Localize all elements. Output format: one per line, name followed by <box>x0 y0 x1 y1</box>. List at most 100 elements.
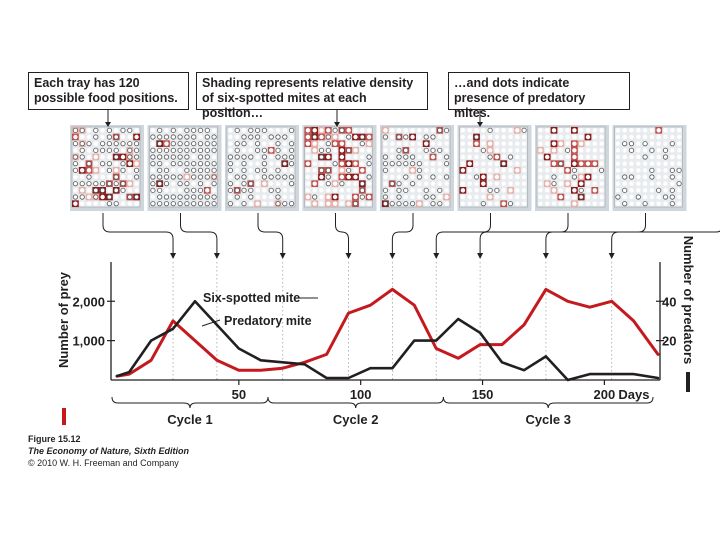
food-position <box>467 154 472 160</box>
food-position <box>474 168 479 173</box>
predator-dot <box>106 141 113 147</box>
food-position <box>474 128 479 133</box>
food-position <box>592 201 597 206</box>
predator-dot <box>211 147 217 153</box>
food-position <box>545 181 550 186</box>
annotation-six-spotted-mite: Six-spotted mite <box>203 291 300 305</box>
predator-dot <box>558 161 564 167</box>
predator-dot <box>72 161 79 167</box>
predator-dot <box>487 154 493 160</box>
predator-dot <box>150 154 156 160</box>
food-position <box>615 168 621 173</box>
food-position <box>663 134 668 140</box>
food-position <box>474 154 479 160</box>
food-position <box>487 181 493 186</box>
predator-dot <box>501 161 507 167</box>
predator-dot <box>487 127 493 133</box>
food-position <box>599 148 604 153</box>
tray-arrow-7 <box>479 213 569 255</box>
food-position <box>198 134 203 140</box>
predator-dot <box>191 201 197 207</box>
tray-arrow-3 <box>257 213 284 255</box>
predator-dot <box>255 147 261 153</box>
predator-dot <box>170 161 176 167</box>
food-position <box>663 181 668 186</box>
food-position <box>396 141 402 146</box>
food-position <box>120 201 126 206</box>
food-position <box>663 188 668 193</box>
predator-dot <box>275 201 281 207</box>
food-position <box>100 134 105 140</box>
food-position <box>467 148 472 153</box>
food-position <box>629 188 634 193</box>
predator-dot <box>177 201 183 207</box>
predator-dot <box>622 201 628 207</box>
series-lines <box>115 287 660 382</box>
predator-dot <box>676 181 682 187</box>
food-position <box>410 134 415 140</box>
predator-dot <box>288 201 295 207</box>
food-position <box>615 148 621 153</box>
food-position <box>444 181 449 186</box>
food-position <box>360 201 365 206</box>
food-position <box>390 134 395 140</box>
cycle-brace-3 <box>442 396 654 409</box>
predator-dot <box>628 147 635 153</box>
food-position <box>134 201 139 206</box>
food-position <box>346 194 351 200</box>
food-position <box>255 201 260 206</box>
predator-dot <box>93 187 99 193</box>
food-position <box>80 201 85 206</box>
predator-dot <box>113 134 119 140</box>
predator-dot <box>359 194 365 200</box>
food-position <box>501 148 506 153</box>
tray-3 <box>225 125 299 211</box>
x-unit-label: Days <box>618 387 649 402</box>
food-position <box>545 128 550 133</box>
food-position <box>551 141 557 146</box>
predator-dot <box>409 161 416 167</box>
predator-dot <box>170 147 176 153</box>
food-position <box>545 141 550 146</box>
predator-dot <box>157 141 163 147</box>
tray-arrow-5 <box>391 213 414 255</box>
food-position <box>579 168 584 173</box>
predator-dot <box>163 181 170 187</box>
food-position <box>269 161 274 166</box>
predator-dot <box>275 134 281 140</box>
food-position <box>515 154 520 160</box>
predator-dot <box>72 181 79 187</box>
food-position <box>565 134 570 140</box>
predator-dot <box>163 154 170 160</box>
food-position <box>622 194 627 200</box>
food-position <box>579 181 584 186</box>
predator-dot <box>473 134 480 140</box>
predator-dot <box>120 181 126 187</box>
food-position <box>269 181 274 186</box>
food-position <box>86 134 92 140</box>
food-position <box>437 161 442 166</box>
food-position <box>248 201 253 206</box>
predator-dot <box>248 181 254 187</box>
predator-dot <box>521 127 527 133</box>
food-position <box>403 168 408 173</box>
food-position <box>558 168 563 173</box>
predator-dot <box>409 181 416 187</box>
food-position <box>521 141 527 146</box>
food-position <box>579 134 584 140</box>
predator-dot <box>352 201 359 207</box>
predator-dot <box>551 181 557 187</box>
food-position <box>474 194 479 200</box>
predator-dot <box>255 141 261 147</box>
food-position <box>615 161 621 166</box>
food-position <box>487 161 493 166</box>
food-position <box>565 201 570 206</box>
food-position <box>339 161 345 166</box>
food-position <box>312 141 317 146</box>
food-position <box>444 188 449 193</box>
predator-dot <box>318 154 325 160</box>
predator-dot <box>473 174 480 180</box>
food-position <box>656 201 661 206</box>
predator-dot <box>275 147 281 153</box>
food-position <box>629 161 634 166</box>
